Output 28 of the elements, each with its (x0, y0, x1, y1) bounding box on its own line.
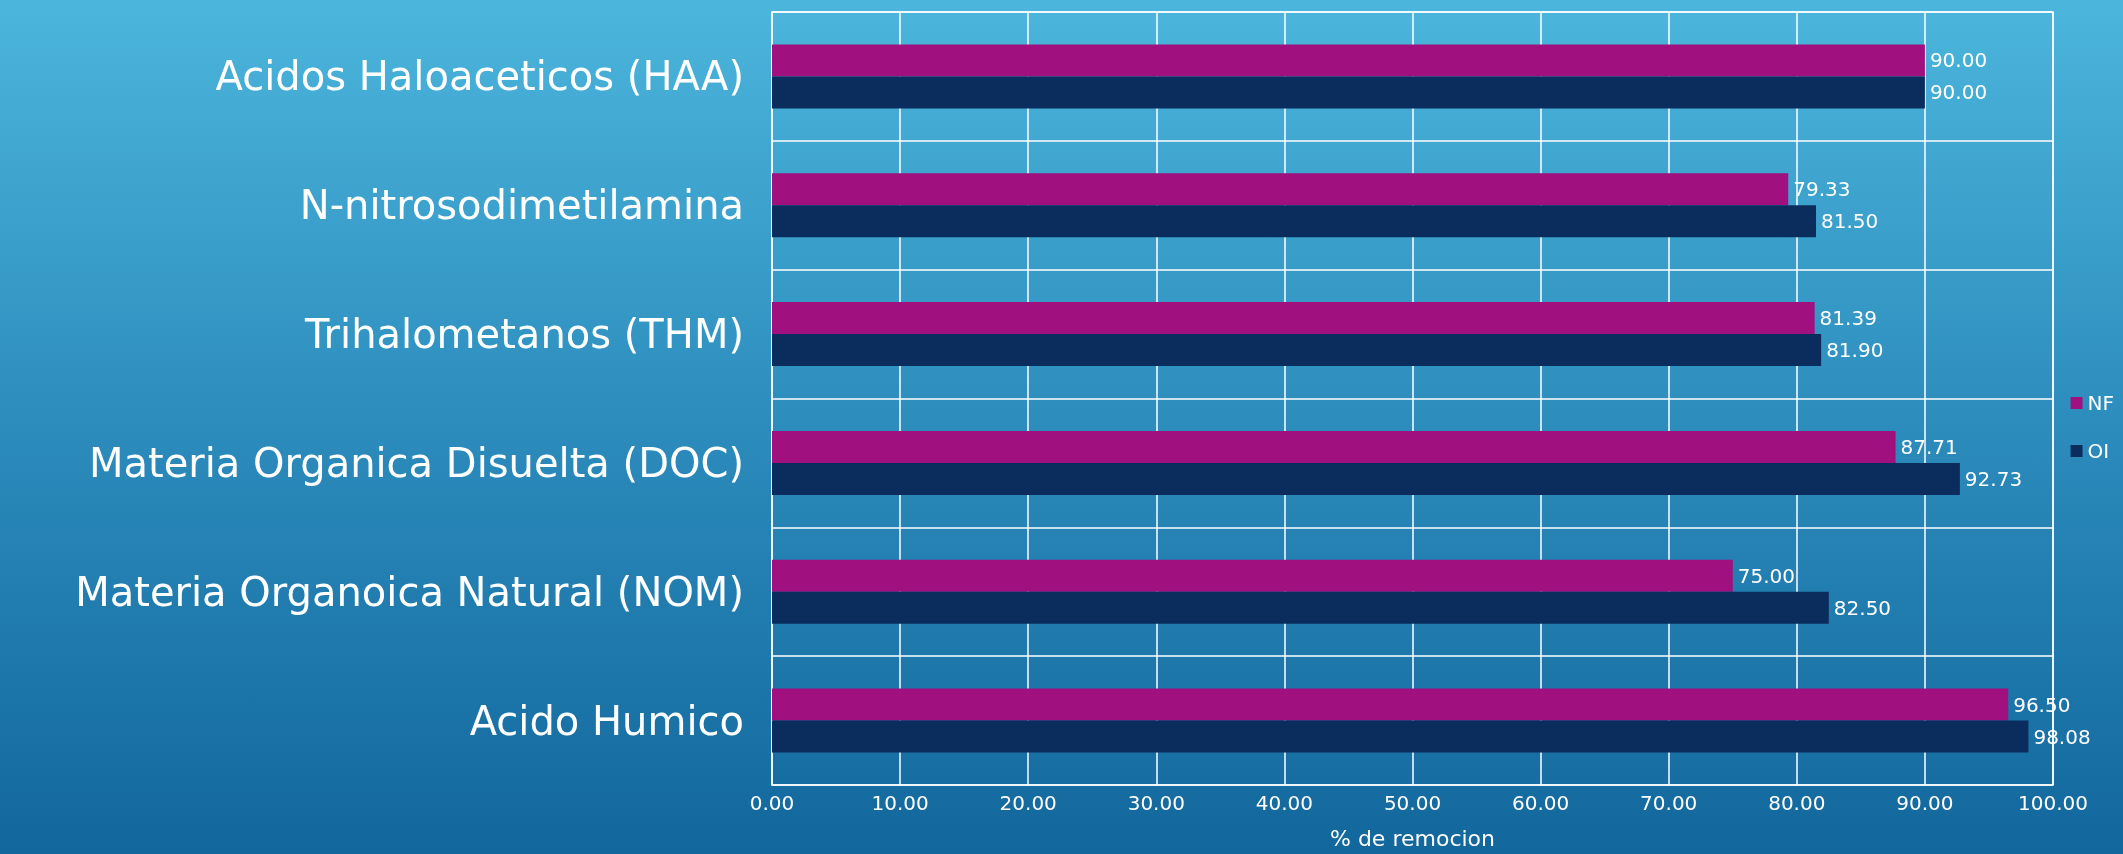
x-tick-label: 0.00 (749, 791, 795, 815)
data-label: 92.73 (1964, 466, 2023, 491)
x-tick-label: 70.00 (1640, 791, 1698, 815)
data-label: 75.00 (1737, 563, 1796, 588)
x-tick-label: 90.00 (1896, 791, 1954, 815)
data-label: 81.90 (1826, 338, 1884, 363)
data-label: 90.00 (1929, 48, 1988, 73)
y-tick-label: N-nitrosodimetilamina (299, 182, 744, 229)
x-tick-label: 40.00 (1255, 791, 1314, 815)
y-tick-label: Trihalometanos (THM) (304, 311, 744, 358)
x-tick-label: 60.00 (1511, 791, 1570, 815)
y-tick-label: Acido Humico (469, 697, 744, 744)
y-tick-label: Acidos Haloaceticos (HAA) (215, 53, 744, 100)
x-tick-label: 10.00 (871, 791, 929, 815)
legend-label: OI (2087, 439, 2110, 463)
x-tick-label: 20.00 (999, 791, 1057, 815)
data-label: 82.50 (1833, 595, 1892, 620)
x-tick-label: 80.00 (1768, 791, 1826, 815)
data-label: 81.50 (1821, 209, 1879, 234)
x-axis-title: % de remocion (1330, 825, 1495, 851)
x-tick-label: 100.00 (2018, 791, 2088, 815)
data-label: 90.00 (1929, 80, 1988, 105)
y-tick-label: Materia Organoica Natural (NOM) (75, 568, 744, 615)
y-tick-label: Materia Organica Disuelta (DOC) (88, 439, 744, 486)
legend-label: NF (2087, 391, 2114, 415)
x-tick-label: 30.00 (1127, 791, 1185, 815)
data-label: 81.39 (1819, 306, 1877, 331)
x-tick-label: 50.00 (1383, 791, 1442, 815)
